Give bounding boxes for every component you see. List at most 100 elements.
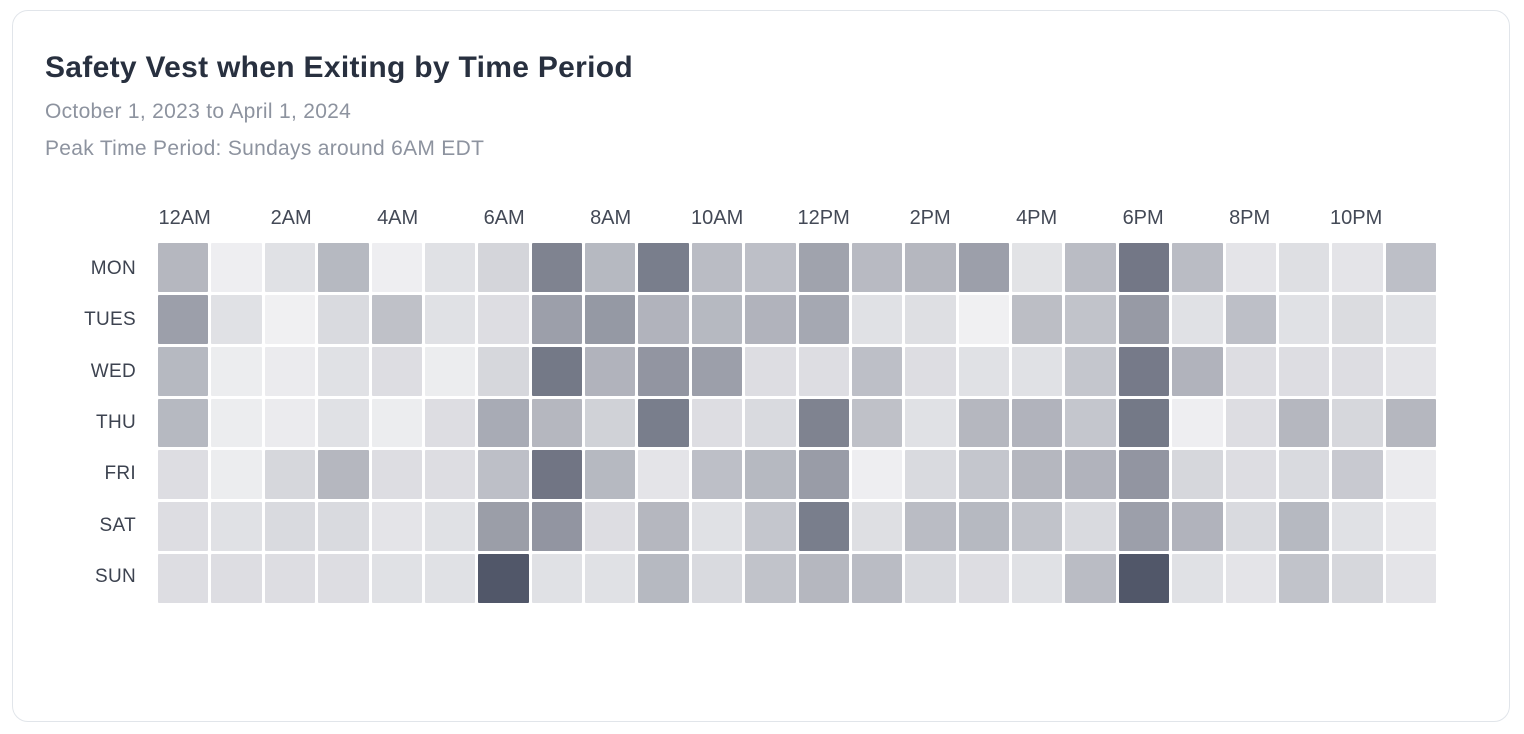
heatmap-cell[interactable] — [1332, 502, 1383, 552]
heatmap-cell[interactable] — [585, 294, 636, 344]
heatmap-cell[interactable] — [905, 398, 956, 448]
heatmap-cell[interactable] — [798, 398, 849, 448]
heatmap-cell[interactable] — [1172, 346, 1223, 396]
heatmap-cell[interactable] — [318, 346, 369, 396]
heatmap-cell[interactable] — [318, 554, 369, 603]
heatmap-cell[interactable] — [1332, 554, 1383, 603]
heatmap-cell[interactable] — [745, 243, 796, 292]
heatmap-cell[interactable] — [1172, 554, 1223, 603]
heatmap-cell[interactable] — [905, 450, 956, 500]
heatmap-cell[interactable] — [1012, 294, 1063, 344]
heatmap-cell[interactable] — [1065, 243, 1116, 292]
heatmap-cell[interactable] — [1225, 502, 1276, 552]
heatmap-cell[interactable] — [958, 502, 1009, 552]
heatmap-cell[interactable] — [798, 294, 849, 344]
heatmap-cell[interactable] — [851, 398, 903, 448]
heatmap-cell[interactable] — [531, 450, 582, 500]
heatmap-cell[interactable] — [478, 346, 529, 396]
heatmap-cell[interactable] — [905, 502, 956, 552]
heatmap-cell[interactable] — [264, 243, 316, 292]
heatmap-cell[interactable] — [211, 398, 262, 448]
heatmap-cell[interactable] — [638, 502, 689, 552]
heatmap-cell[interactable] — [691, 398, 743, 448]
heatmap-cell[interactable] — [745, 502, 796, 552]
heatmap-cell[interactable] — [1225, 243, 1276, 292]
heatmap-cell[interactable] — [1118, 450, 1170, 500]
heatmap-cell[interactable] — [1118, 294, 1170, 344]
heatmap-cell[interactable] — [1332, 346, 1383, 396]
heatmap-cell[interactable] — [318, 502, 369, 552]
heatmap-cell[interactable] — [158, 346, 209, 396]
heatmap-cell[interactable] — [585, 346, 636, 396]
heatmap-cell[interactable] — [638, 346, 689, 396]
heatmap-cell[interactable] — [638, 554, 689, 603]
heatmap-cell[interactable] — [1118, 502, 1170, 552]
heatmap-cell[interactable] — [158, 554, 209, 603]
heatmap-cell[interactable] — [424, 398, 476, 448]
heatmap-cell[interactable] — [424, 294, 476, 344]
heatmap-cell[interactable] — [851, 294, 903, 344]
heatmap-cell[interactable] — [371, 502, 422, 552]
heatmap-cell[interactable] — [958, 294, 1009, 344]
heatmap-cell[interactable] — [1118, 398, 1170, 448]
heatmap-cell[interactable] — [211, 450, 262, 500]
heatmap-cell[interactable] — [585, 554, 636, 603]
heatmap-cell[interactable] — [905, 554, 956, 603]
heatmap-cell[interactable] — [264, 554, 316, 603]
heatmap-cell[interactable] — [798, 554, 849, 603]
heatmap-cell[interactable] — [1012, 398, 1063, 448]
heatmap-cell[interactable] — [264, 398, 316, 448]
heatmap-cell[interactable] — [745, 398, 796, 448]
heatmap-cell[interactable] — [1012, 243, 1063, 292]
heatmap-cell[interactable] — [531, 398, 582, 448]
heatmap-cell[interactable] — [1065, 398, 1116, 448]
heatmap-cell[interactable] — [958, 450, 1009, 500]
heatmap-cell[interactable] — [745, 294, 796, 344]
heatmap-cell[interactable] — [638, 294, 689, 344]
heatmap-cell[interactable] — [958, 243, 1009, 292]
heatmap-cell[interactable] — [424, 554, 476, 603]
heatmap-cell[interactable] — [531, 502, 582, 552]
heatmap-cell[interactable] — [585, 450, 636, 500]
heatmap-cell[interactable] — [1172, 398, 1223, 448]
heatmap-cell[interactable] — [264, 346, 316, 396]
heatmap-cell[interactable] — [318, 450, 369, 500]
heatmap-cell[interactable] — [264, 294, 316, 344]
heatmap-cell[interactable] — [1172, 294, 1223, 344]
heatmap-cell[interactable] — [318, 294, 369, 344]
heatmap-cell[interactable] — [211, 502, 262, 552]
heatmap-cell[interactable] — [1065, 346, 1116, 396]
heatmap-cell[interactable] — [905, 294, 956, 344]
heatmap-cell[interactable] — [691, 450, 743, 500]
heatmap-cell[interactable] — [478, 243, 529, 292]
heatmap-cell[interactable] — [691, 243, 743, 292]
heatmap-cell[interactable] — [1065, 502, 1116, 552]
heatmap-cell[interactable] — [691, 554, 743, 603]
heatmap-cell[interactable] — [638, 398, 689, 448]
heatmap-cell[interactable] — [1172, 502, 1223, 552]
heatmap-cell[interactable] — [264, 450, 316, 500]
heatmap-cell[interactable] — [158, 294, 209, 344]
heatmap-cell[interactable] — [798, 450, 849, 500]
heatmap-cell[interactable] — [1225, 294, 1276, 344]
heatmap-cell[interactable] — [211, 554, 262, 603]
heatmap-cell[interactable] — [1332, 450, 1383, 500]
heatmap-cell[interactable] — [1385, 554, 1436, 603]
heatmap-cell[interactable] — [158, 398, 209, 448]
heatmap-cell[interactable] — [531, 346, 582, 396]
heatmap-cell[interactable] — [478, 554, 529, 603]
heatmap-cell[interactable] — [371, 243, 422, 292]
heatmap-cell[interactable] — [1332, 294, 1383, 344]
heatmap-cell[interactable] — [424, 243, 476, 292]
heatmap-cell[interactable] — [691, 294, 743, 344]
heatmap-cell[interactable] — [371, 398, 422, 448]
heatmap-cell[interactable] — [851, 554, 903, 603]
heatmap-cell[interactable] — [1172, 243, 1223, 292]
heatmap-cell[interactable] — [158, 243, 209, 292]
heatmap-cell[interactable] — [851, 502, 903, 552]
heatmap-cell[interactable] — [1278, 502, 1330, 552]
heatmap-cell[interactable] — [851, 243, 903, 292]
heatmap-cell[interactable] — [158, 450, 209, 500]
heatmap-cell[interactable] — [1385, 243, 1436, 292]
heatmap-cell[interactable] — [691, 502, 743, 552]
